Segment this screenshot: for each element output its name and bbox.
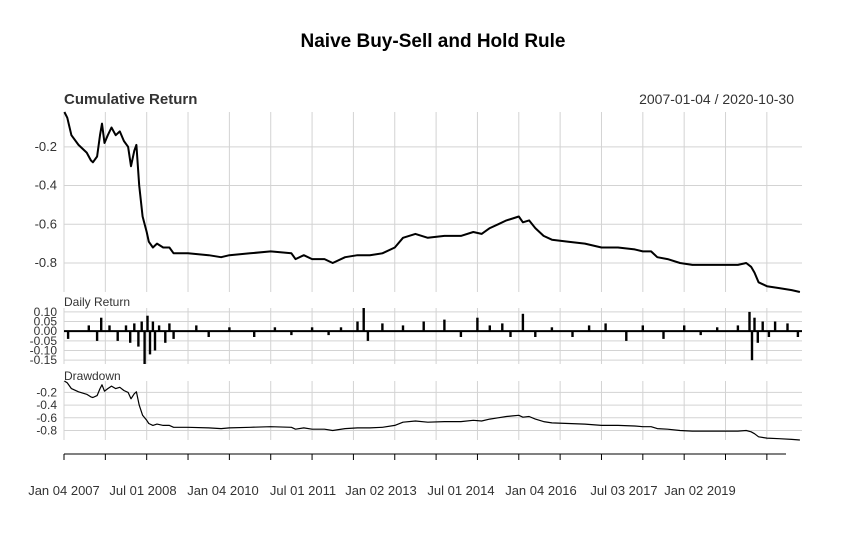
daily-return-bar: [422, 321, 425, 332]
x-tick-label: Jan 04 2007: [28, 483, 100, 498]
daily-return-bar: [748, 311, 751, 332]
y-tick-label: -0.4: [35, 178, 57, 193]
daily-return-bar: [168, 323, 171, 332]
daily-return-bar: [100, 317, 103, 332]
daily-return-bar: [716, 327, 719, 332]
drawdown-title: Drawdown: [64, 369, 121, 383]
y-tick-label: -0.6: [36, 411, 57, 425]
x-tick-label: Jul 01 2008: [109, 483, 176, 498]
daily-return-bar: [356, 321, 359, 332]
daily-return-bar: [604, 323, 607, 332]
x-tick-label: Jul 01 2011: [270, 483, 336, 498]
drawdown-line: [64, 380, 800, 441]
x-tick-label: Jul 01 2014: [427, 483, 494, 498]
daily-return-bar: [327, 331, 330, 336]
y-tick-label: -0.15: [30, 353, 58, 367]
daily-return-bar: [401, 325, 405, 332]
daily-return-bar: [381, 323, 384, 332]
x-tick-label: Jan 04 2010: [187, 483, 259, 498]
daily-return-bar: [108, 325, 111, 332]
chart-marks: [63, 111, 802, 441]
daily-return-bar: [534, 331, 537, 337]
daily-return-bar: [153, 331, 157, 351]
daily-return-bar: [172, 331, 175, 339]
y-tick-label: -0.4: [36, 398, 57, 412]
daily-return-bar: [143, 331, 146, 364]
daily-return-bar: [253, 331, 256, 337]
daily-return-bar: [767, 331, 771, 337]
daily-return-bar: [339, 327, 343, 332]
daily-return-bar: [750, 331, 754, 361]
axis-labels: -0.2-0.4-0.6-0.80.100.050.00-0.05-0.10-0…: [28, 139, 786, 498]
daily-return-bar: [157, 325, 161, 332]
daily-return-bar: [366, 331, 370, 341]
y-tick-label: -0.8: [36, 423, 57, 437]
daily-return-bar: [129, 331, 132, 343]
y-tick-label: -0.8: [35, 255, 57, 270]
daily-return-bar: [87, 325, 90, 332]
daily-return-bar: [116, 331, 119, 341]
daily-return-bar: [146, 315, 149, 332]
daily-return-bar: [773, 321, 777, 332]
daily-return-bar: [362, 308, 365, 332]
daily-return-bar: [137, 331, 140, 347]
daily-return-bar: [625, 331, 628, 341]
daily-return-bar: [310, 327, 314, 332]
daily-return-bar: [683, 325, 686, 332]
daily-return-title: Daily Return: [64, 295, 130, 309]
y-tick-label: -0.05: [30, 334, 58, 348]
daily-return-bar: [786, 323, 789, 332]
y-tick-label: 0.00: [34, 324, 58, 338]
daily-return-bar: [736, 325, 740, 332]
y-tick-label: -0.2: [35, 139, 57, 154]
grid-lines: [63, 112, 802, 440]
daily-return-bar: [756, 331, 759, 343]
daily-return-bar: [133, 323, 136, 332]
daily-return-bar: [587, 325, 591, 332]
x-tick-label: Jan 04 2016: [505, 483, 577, 498]
daily-return-bar: [753, 317, 756, 332]
daily-return-bar: [207, 331, 210, 337]
daily-return-bar: [761, 321, 764, 332]
daily-return-bar: [550, 327, 554, 332]
daily-return-bar: [571, 331, 574, 337]
daily-return-bar: [95, 331, 99, 341]
date-range-label: 2007-01-04 / 2020-10-30: [639, 91, 794, 107]
daily-return-bar: [662, 331, 665, 339]
daily-return-bar: [228, 327, 231, 332]
daily-return-bar: [140, 321, 143, 332]
daily-return-bar: [699, 331, 702, 336]
daily-return-bar: [151, 321, 155, 332]
daily-return-bar: [641, 325, 644, 332]
daily-return-bar: [273, 327, 277, 332]
daily-return-bar: [488, 325, 491, 332]
daily-return-bar: [124, 325, 128, 332]
y-tick-label: -0.6: [35, 216, 57, 231]
daily-return-bar: [148, 331, 152, 355]
y-tick-label: 0.10: [34, 305, 58, 319]
daily-return-bar: [501, 323, 504, 332]
daily-return-bar: [164, 331, 167, 343]
x-tick-label: Jan 02 2013: [345, 483, 417, 498]
daily-return-bar: [476, 317, 479, 332]
daily-return-bar: [796, 331, 800, 337]
x-tick-label: Jul 03 2017: [590, 483, 657, 498]
chart-title: Naive Buy-Sell and Hold Rule: [301, 31, 566, 52]
y-tick-label: 0.05: [34, 315, 58, 329]
daily-return-bar: [290, 331, 293, 336]
daily-return-bar: [195, 325, 198, 332]
daily-return-bar: [66, 331, 70, 339]
daily-return-bar: [521, 313, 525, 332]
daily-return-bar: [443, 319, 446, 332]
y-tick-label: -0.2: [36, 385, 57, 399]
daily-return-bar: [459, 331, 463, 337]
y-tick-label: -0.10: [30, 343, 58, 357]
cumulative-return-title: Cumulative Return: [64, 91, 197, 108]
daily-return-bar: [509, 331, 512, 337]
x-tick-label: Jan 02 2019: [664, 483, 736, 498]
cumulative-return-line: [63, 111, 801, 293]
